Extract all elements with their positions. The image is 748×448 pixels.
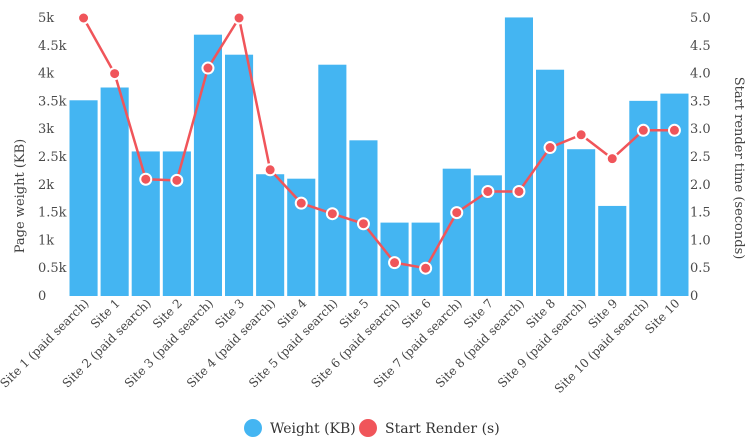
left-axis-ticks: 0 0.5k 1k 1.5k 2k 2.5k 3k 3.5k 4k 4.5k 5k [38,11,67,304]
line-layer [77,11,681,275]
bar-15 [504,17,533,296]
bar-13 [442,168,471,296]
point-4 [170,173,184,187]
y-tick-label: 4.5k [38,39,67,54]
y-tick-label: 0.5k [38,261,67,276]
y-right-tick-label: 3.5 [690,94,711,109]
bar-7 [256,174,285,296]
y-tick-label: 5k [38,11,54,26]
bar-12 [411,222,440,296]
bar-9 [318,64,347,296]
y-right-tick-label: 1.5 [690,206,711,221]
y-right-tick-label: 2.0 [690,178,711,193]
point-18 [605,152,619,166]
y-tick-label: 1.5k [38,206,67,221]
point-19 [636,123,650,137]
y-right-tick-label: 5.0 [690,11,711,26]
legend-marker-start-render [359,419,377,437]
legend-marker-weight [244,419,262,437]
bar-5 [193,34,222,297]
point-5 [201,61,215,75]
bar-16 [536,69,565,296]
y-right-tick-label: 3.0 [690,122,711,137]
y-axis-title: Page weight (KB) [13,139,28,254]
point-10 [356,217,370,231]
point-6 [232,11,246,25]
y-right-tick-label: 0 [690,289,698,304]
point-15 [512,184,526,198]
legend: Weight (KB) Start Render (s) [244,419,500,437]
bars-layer [69,17,689,297]
bar-1 [69,100,98,297]
y-right-tick-label: 2.5 [690,150,711,165]
y-tick-label: 0 [38,289,46,304]
y-tick-label: 4k [38,67,54,82]
y-tick-label: 2k [38,178,54,193]
y-tick-label: 2.5k [38,150,67,165]
bar-18 [598,205,627,296]
y-axis-right-title: Start render time (seconds) [731,77,746,260]
point-20 [667,123,681,137]
bar-4 [162,151,191,296]
y-right-tick-label: 4.5 [690,39,711,54]
legend-label-start-render: Start Render (s) [385,421,500,437]
point-7 [263,163,277,177]
point-14 [481,184,495,198]
bar-8 [287,178,316,296]
point-17 [574,128,588,142]
y-right-tick-label: 1.0 [690,233,711,248]
point-13 [450,206,464,220]
y-right-tick-label: 4.0 [690,67,711,82]
x-tick-label: Site 10 [642,296,682,336]
point-11 [388,256,402,270]
y-tick-label: 1k [38,233,54,248]
point-9 [325,207,339,221]
point-1 [77,11,91,25]
bar-6 [225,54,254,296]
y-tick-label: 3.5k [38,94,67,109]
bar-17 [567,149,596,296]
y-tick-label: 3k [38,122,54,137]
point-3 [139,172,153,186]
y-right-tick-label: 0.5 [690,261,711,276]
bar-2 [100,87,129,296]
point-16 [543,141,557,155]
point-12 [419,261,433,275]
point-2 [108,67,122,81]
legend-label-weight: Weight (KB) [270,421,356,437]
right-axis-ticks: 0 0.5 1.0 1.5 2.0 2.5 3.0 3.5 4.0 4.5 5.0 [690,11,711,304]
point-8 [294,196,308,210]
